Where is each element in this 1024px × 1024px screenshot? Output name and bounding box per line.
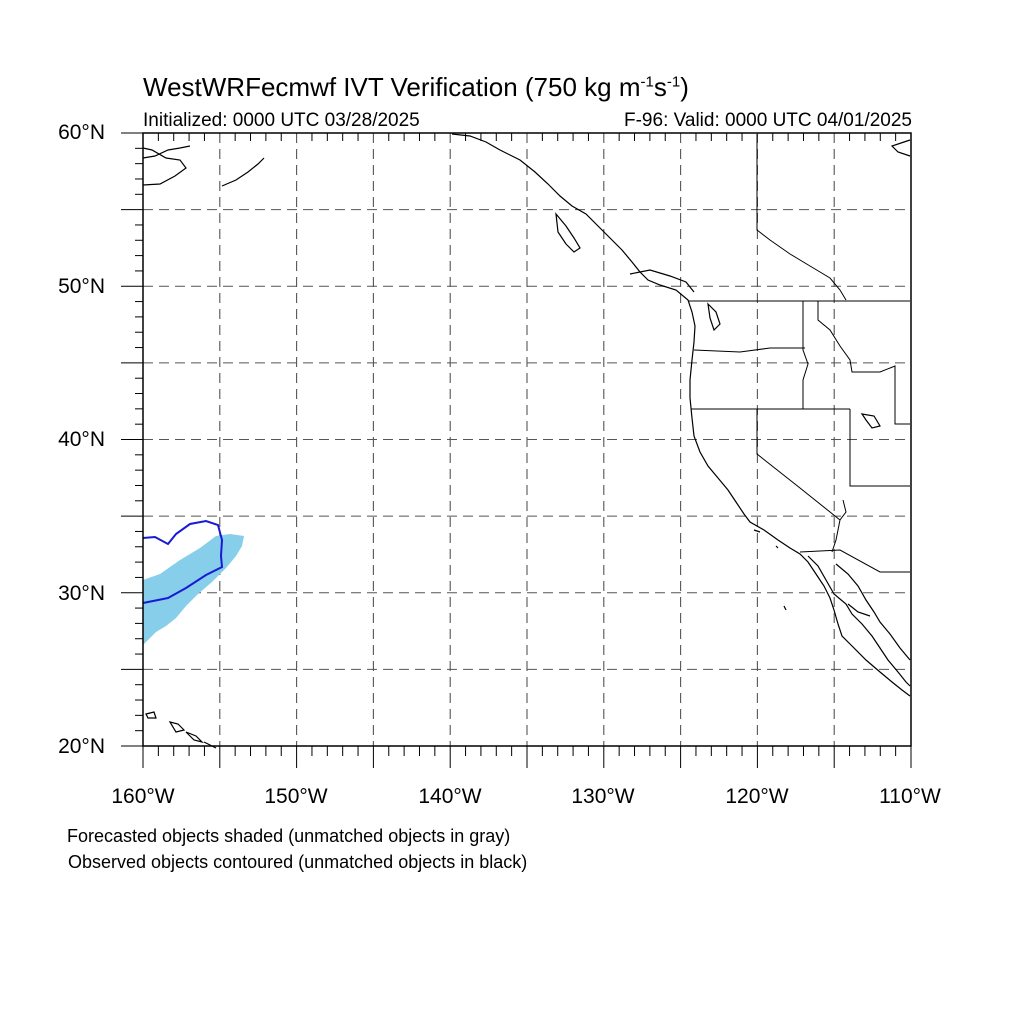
forecast-legend-note: Forecasted objects shaded (unmatched obj… [67, 826, 511, 846]
lon-label-110w: 110°W [879, 785, 941, 808]
lat-label-40n: 40°N [58, 428, 105, 451]
axis-ticks [121, 132, 912, 768]
forecast-object [143, 534, 244, 645]
lon-label-130w: 130°W [571, 785, 635, 808]
lon-label-120w: 120°W [725, 785, 789, 808]
map-frame [142, 132, 912, 747]
political-borders [688, 134, 910, 573]
lat-label-50n: 50°N [58, 275, 105, 298]
graticule-grid [143, 133, 911, 746]
observed-legend-note: Observed objects contoured (unmatched ob… [68, 852, 528, 872]
lon-label-140w: 140°W [418, 785, 482, 808]
observed-object-contour [142, 519, 224, 604]
initialized-time-label: Initialized: 0000 UTC 03/28/2025 [143, 110, 420, 131]
lon-label-160w: 160°W [111, 785, 175, 808]
chart-title: WestWRFecmwf IVT Verification (750 kg m-… [143, 72, 689, 102]
valid-time-label: F-96: Valid: 0000 UTC 04/01/2025 [624, 110, 912, 131]
lat-label-20n: 20°N [58, 735, 105, 758]
lon-label-150w: 150°W [264, 785, 328, 808]
lat-label-30n: 30°N [58, 582, 105, 605]
lat-label-60n: 60°N [58, 121, 105, 144]
